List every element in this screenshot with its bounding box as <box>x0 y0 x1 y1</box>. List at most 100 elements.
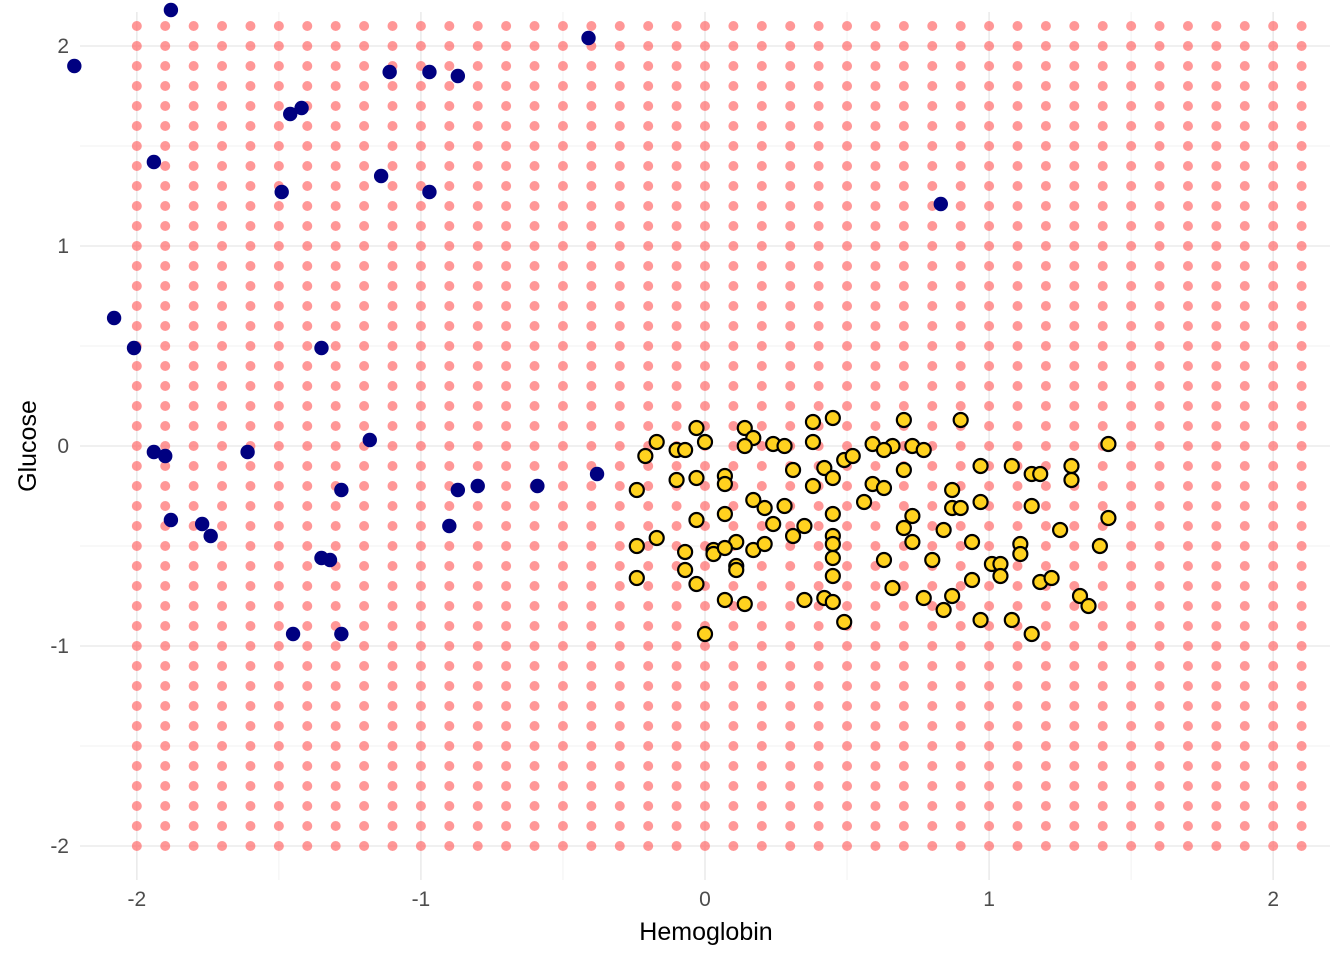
background-grid-point <box>842 201 853 211</box>
background-grid-point <box>188 461 199 471</box>
background-grid-point <box>387 821 398 831</box>
background-grid-point <box>160 301 171 311</box>
background-grid-point <box>1126 321 1137 331</box>
background-grid-point <box>898 741 909 751</box>
data-point <box>824 593 841 611</box>
background-grid-point <box>557 801 568 811</box>
data-point <box>824 567 841 585</box>
background-grid-point <box>1069 261 1080 271</box>
background-grid-point <box>557 81 568 91</box>
background-grid-point <box>444 341 455 351</box>
background-grid-point <box>1040 381 1051 391</box>
background-grid-point <box>330 81 341 91</box>
background-grid-point <box>870 681 881 691</box>
background-grid-point <box>1182 241 1193 251</box>
background-grid-point <box>188 601 199 611</box>
data-point <box>756 499 773 517</box>
background-grid-point <box>415 201 426 211</box>
background-grid-point <box>415 561 426 571</box>
background-grid-point <box>359 241 370 251</box>
background-grid-point <box>501 181 512 191</box>
background-grid-point <box>188 241 199 251</box>
background-grid-point <box>1069 781 1080 791</box>
background-grid-point <box>842 141 853 151</box>
background-grid-point <box>700 81 710 91</box>
data-point <box>1012 545 1029 563</box>
background-grid-point <box>756 441 767 451</box>
background-grid-point <box>330 101 341 111</box>
background-grid-point <box>813 101 824 111</box>
background-grid-point <box>529 421 540 431</box>
background-grid-point <box>870 81 881 91</box>
background-grid-point <box>160 781 171 791</box>
background-grid-point <box>501 721 512 731</box>
background-grid-point <box>1154 461 1165 471</box>
background-grid-point <box>586 281 597 291</box>
background-grid-point <box>359 401 370 411</box>
background-grid-point <box>870 361 881 371</box>
background-grid-point <box>131 761 142 771</box>
background-grid-point <box>756 481 767 491</box>
data-point <box>589 466 605 482</box>
background-grid-point <box>984 321 995 331</box>
background-grid-point <box>728 701 739 711</box>
background-grid-point <box>1040 681 1051 691</box>
background-grid-point <box>387 761 398 771</box>
background-grid-point <box>557 841 568 851</box>
background-grid-point <box>472 501 483 511</box>
background-grid-point <box>1040 761 1051 771</box>
background-grid-point <box>273 761 284 771</box>
background-grid-point <box>700 121 710 131</box>
background-grid-point <box>131 321 142 331</box>
background-grid-point <box>501 301 512 311</box>
background-grid-point <box>359 641 370 651</box>
background-grid-point <box>501 221 512 231</box>
background-grid-point <box>1296 121 1307 131</box>
background-grid-point <box>188 21 199 31</box>
background-grid-point <box>217 281 228 291</box>
background-grid-point <box>245 841 256 851</box>
background-grid-point <box>927 741 938 751</box>
background-grid-point <box>643 321 654 331</box>
background-grid-point <box>302 81 313 91</box>
background-grid-point <box>898 581 909 591</box>
background-grid-point <box>614 21 625 31</box>
background-grid-point <box>1211 761 1222 771</box>
background-grid-point <box>614 821 625 831</box>
background-grid-point <box>1268 561 1279 571</box>
background-grid-point <box>557 161 568 171</box>
background-grid-point <box>1069 401 1080 411</box>
background-grid-point <box>1154 41 1165 51</box>
background-grid-point <box>273 661 284 671</box>
background-grid-point <box>1182 121 1193 131</box>
background-grid-point <box>1154 581 1165 591</box>
background-grid-point <box>1012 281 1023 291</box>
background-grid-point <box>1012 841 1023 851</box>
background-grid-point <box>217 141 228 151</box>
background-grid-point <box>955 321 966 331</box>
background-grid-point <box>415 401 426 411</box>
background-grid-point <box>756 201 767 211</box>
background-grid-point <box>529 721 540 731</box>
background-grid-point <box>1268 221 1279 231</box>
background-grid-point <box>586 321 597 331</box>
background-grid-point <box>1154 541 1165 551</box>
background-grid-point <box>700 281 710 291</box>
background-grid-point <box>415 321 426 331</box>
background-grid-point <box>1012 301 1023 311</box>
background-grid-point <box>870 181 881 191</box>
background-grid-point <box>160 581 171 591</box>
background-grid-point <box>529 161 540 171</box>
background-grid-point <box>813 141 824 151</box>
background-grid-point <box>1211 341 1222 351</box>
data-point <box>875 551 893 569</box>
background-grid-point <box>984 341 995 351</box>
background-grid-point <box>160 601 171 611</box>
background-grid-point <box>302 301 313 311</box>
background-grid-point <box>273 521 284 531</box>
background-grid-point <box>1182 421 1193 431</box>
background-grid-point <box>785 601 796 611</box>
data-point <box>1052 521 1069 539</box>
background-grid-point <box>217 121 228 131</box>
background-grid-point <box>614 101 625 111</box>
